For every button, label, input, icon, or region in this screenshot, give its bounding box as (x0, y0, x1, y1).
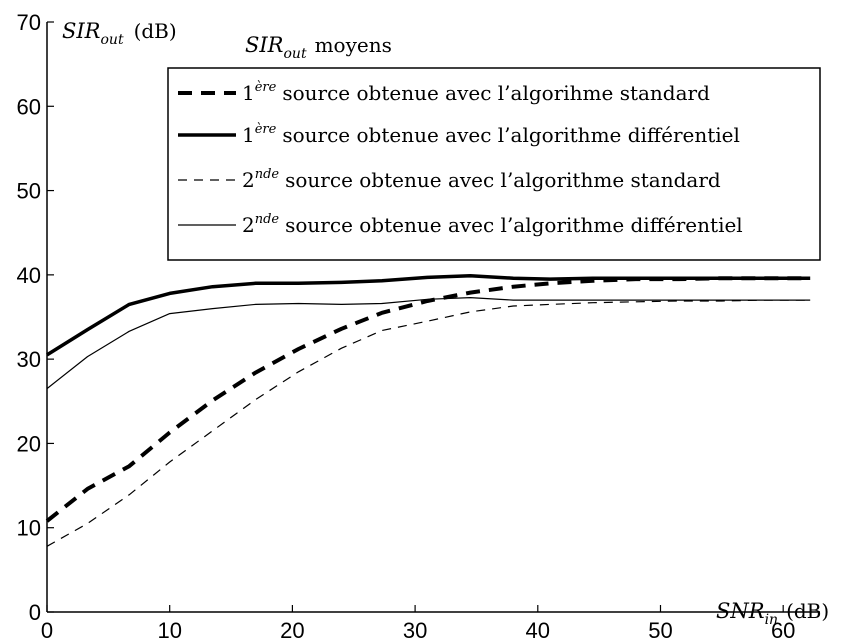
legend-label-2-num: 1 (242, 123, 255, 147)
legend-label-3-sup: nde (255, 167, 280, 182)
x-tick-label: 10 (157, 618, 181, 642)
x-tick-label: 20 (280, 618, 304, 642)
series-line-4 (46, 297, 811, 390)
legend-label-4: 2nde source obtenue avec l’algorithme dif… (242, 212, 743, 237)
x-tick-label: 0 (41, 618, 53, 642)
y-tick-label: 30 (17, 347, 41, 372)
y-axis-label: SIRout (dB) (62, 19, 177, 48)
y-tick-label: 50 (17, 179, 41, 204)
x-tick-label: 50 (648, 618, 672, 642)
legend-label-4-sup: nde (255, 212, 280, 227)
y-tick-label: 20 (17, 431, 41, 456)
legend-label-2-text: source obtenue avec l’algorithme différe… (282, 123, 740, 147)
y-tick-label: 40 (17, 263, 41, 288)
tick-labels: 0 10 20 30 40 50 60 0 10 20 30 40 50 60 70 (17, 10, 796, 642)
y-tick-label: 60 (17, 94, 41, 119)
x-tick-label: 60 (771, 618, 795, 642)
x-tick-label: 30 (403, 618, 427, 642)
legend-label-1-text: source obtenue avec l’algorihme standard (282, 81, 710, 105)
legend-label-2: 1ère source obtenue avec l’algorithme dif… (242, 122, 740, 147)
legend-label-1: 1ère source obtenue avec l’algorihme stan… (242, 80, 710, 105)
legend-label-1-num: 1 (242, 81, 255, 105)
legend-label-3-num: 2 (242, 168, 255, 192)
legend-label-1-sup: ère (255, 80, 277, 95)
x-tick-label: 40 (526, 618, 550, 642)
legend-label-4-num: 2 (242, 213, 255, 237)
legend: 1ère source obtenue avec l’algorihme stan… (167, 67, 821, 261)
series-line-3 (46, 299, 811, 547)
series-line-2 (46, 273, 811, 357)
series-lines (45, 273, 811, 547)
y-tick-label: 70 (17, 10, 41, 35)
legend-label-4-text: source obtenue avec l’algorithme différe… (285, 213, 743, 237)
legend-label-2-sup: ère (255, 122, 277, 137)
chart-title: SIRout moyens (245, 33, 392, 62)
y-tick-label: 10 (17, 516, 41, 541)
legend-box (167, 67, 821, 261)
series-line-1 (45, 276, 811, 523)
legend-label-3-text: source obtenue avec l’algorithme standar… (285, 168, 721, 192)
axes (46, 21, 820, 613)
x-axis-label: SNRin (dB) (716, 599, 829, 628)
y-tick-label: 0 (29, 600, 41, 625)
legend-label-3: 2nde source obtenue avec l’algorithme sta… (242, 167, 721, 192)
